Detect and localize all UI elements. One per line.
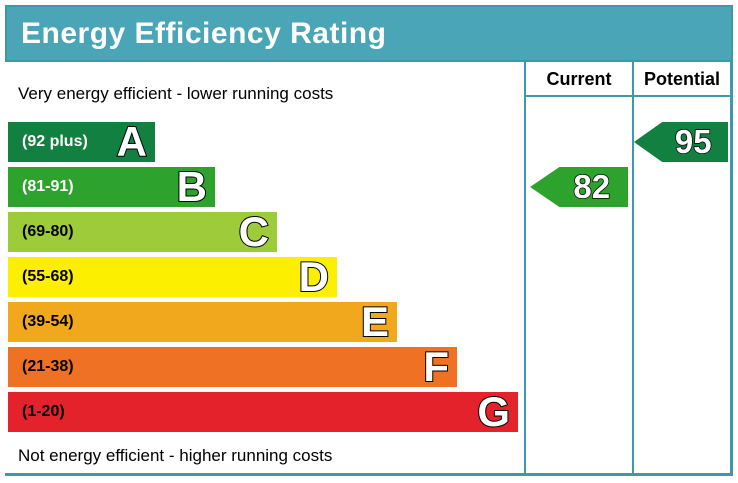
band-c: (69-80) C (8, 208, 277, 255)
band-b: (81-91) B (8, 163, 215, 210)
current-column-left-line (524, 62, 526, 476)
band-letter: D (298, 253, 330, 300)
current-rating-arrow: 82 (530, 167, 628, 207)
band-g: (1-20) G (8, 388, 518, 435)
band-range-label: (39-54) (22, 313, 74, 330)
band-letter: B (176, 163, 208, 210)
band-range-label: (92 plus) (22, 133, 88, 150)
chart-bottom-border (5, 473, 733, 476)
chart-title: Energy Efficiency Rating (21, 16, 387, 50)
band-letter: C (238, 208, 270, 255)
band-letter: G (476, 388, 511, 435)
current-column-header: Current (546, 69, 612, 89)
potential-rating-value: 95 (674, 122, 712, 161)
chart-right-border (730, 62, 733, 476)
potential-rating-arrow: 95 (634, 122, 728, 162)
band-letter: E (360, 298, 390, 345)
potential-column-header: Potential (643, 69, 720, 89)
current-rating-value: 82 (573, 167, 611, 206)
top-note: Very energy efficient - lower running co… (18, 84, 334, 103)
band-d: (55-68) D (8, 253, 337, 300)
header-separator-line (524, 95, 733, 97)
band-range-label: (81-91) (22, 178, 74, 195)
band-f: (21-38) F (8, 343, 457, 390)
band-range-label: (1-20) (22, 403, 65, 420)
band-range-label: (21-38) (22, 358, 74, 375)
band-letter: F (422, 343, 450, 390)
band-range-label: (69-80) (22, 223, 74, 240)
title-bar: Energy Efficiency Rating (5, 5, 733, 62)
bottom-note: Not energy efficient - higher running co… (18, 446, 333, 465)
potential-column-left-line (632, 62, 634, 476)
band-range-label: (55-68) (22, 268, 74, 285)
band-letter: A (116, 118, 148, 165)
band-a: (92 plus) A (8, 118, 155, 165)
band-e: (39-54) E (8, 298, 397, 345)
